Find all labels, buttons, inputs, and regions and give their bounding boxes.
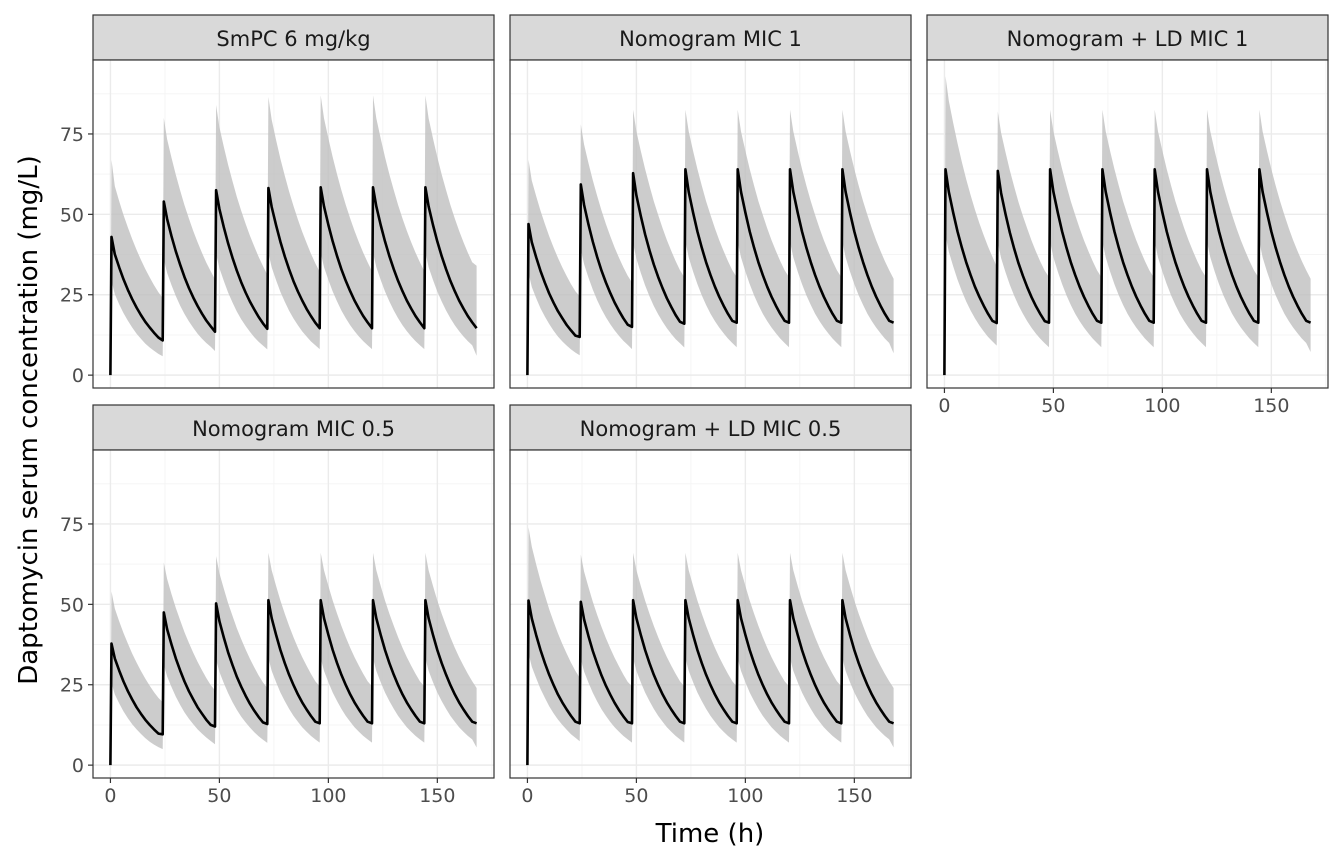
y-tick-label: 50 — [60, 594, 84, 616]
x-tick-label: 100 — [727, 785, 763, 807]
panel-border — [92, 449, 495, 779]
panel-border — [509, 449, 912, 779]
x-tick-label: 0 — [104, 785, 116, 807]
panel-border — [509, 59, 912, 389]
x-tick-label: 0 — [938, 395, 950, 417]
x-tick-label: 150 — [419, 785, 455, 807]
facet-strip-label: Nomogram MIC 0.5 — [192, 417, 395, 441]
facet-strip-label: Nomogram + LD MIC 0.5 — [580, 417, 842, 441]
median-concentration-line — [943, 168, 1312, 376]
y-tick-label: 75 — [60, 514, 84, 536]
prediction-interval-ribbon — [944, 76, 1311, 376]
facet-panel: SmPC 6 mg/kg 0 25 50 75 — [60, 14, 495, 389]
x-tick-label: 0 — [521, 785, 533, 807]
x-tick-label: 100 — [1144, 395, 1180, 417]
facet-strip-label: Nomogram MIC 1 — [619, 27, 802, 51]
median-concentration-line — [526, 168, 895, 376]
facet-panel: Nomogram + LD MIC 0.5 0 50 100 150 — [509, 404, 912, 807]
panels-layer: SmPC 6 mg/kg 0 25 50 75 Nomogram MIC 1 Nomogra… — [60, 14, 1329, 807]
y-axis-title: Daptomycin serum concentration (mg/L) — [14, 155, 44, 685]
prediction-interval-ribbon — [110, 95, 477, 376]
facet-strip-label: Nomogram + LD MIC 1 — [1007, 27, 1249, 51]
y-tick-label: 0 — [72, 365, 84, 387]
x-tick-label: 150 — [836, 785, 872, 807]
facet-panel: Nomogram MIC 0.5 0 25 50 75 0 50 100 150 — [60, 404, 495, 807]
panel-border — [92, 59, 495, 389]
x-tick-label: 50 — [1041, 395, 1065, 417]
facet-strip — [509, 404, 912, 451]
x-tick-label: 150 — [1253, 395, 1289, 417]
facet-strip-label: SmPC 6 mg/kg — [216, 27, 370, 51]
x-tick-label: 50 — [624, 785, 648, 807]
x-axis-title: Time (h) — [655, 819, 765, 849]
y-tick-label: 25 — [60, 675, 84, 697]
facet-panel: Nomogram MIC 1 — [509, 14, 912, 389]
y-tick-label: 75 — [60, 124, 84, 146]
y-tick-label: 0 — [72, 755, 84, 777]
facet-strip — [509, 14, 912, 61]
x-tick-label: 100 — [310, 785, 346, 807]
facet-panel: Nomogram + LD MIC 1 0 50 100 150 — [926, 14, 1329, 417]
prediction-interval-ribbon — [527, 527, 894, 766]
x-tick-label: 50 — [207, 785, 231, 807]
y-tick-label: 50 — [60, 204, 84, 226]
panel-border — [926, 59, 1329, 389]
facet-strip — [926, 14, 1329, 61]
median-concentration-line — [526, 598, 895, 766]
median-concentration-line — [109, 598, 478, 766]
median-concentration-line — [109, 186, 478, 376]
facet-strip — [92, 14, 495, 61]
y-tick-label: 25 — [60, 285, 84, 307]
